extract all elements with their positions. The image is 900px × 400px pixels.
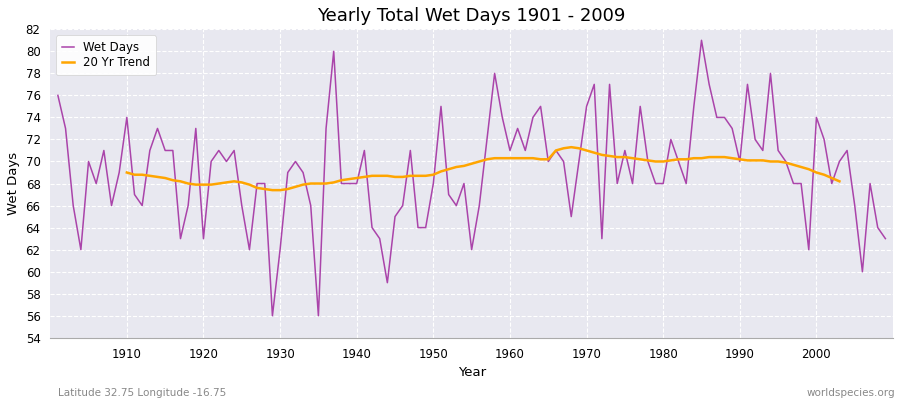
Wet Days (696, 38, 706, 43)
Wet Days (52, 93, 63, 98)
Wet Days (880, 236, 891, 241)
20 Yr Trend (673, 157, 684, 162)
20 Yr Trend (558, 146, 569, 151)
20 Yr Trend (428, 172, 438, 177)
20 Yr Trend (405, 174, 416, 178)
Wet Days (290, 159, 301, 164)
20 Yr Trend (566, 145, 577, 150)
20 Yr Trend (244, 182, 255, 187)
20 Yr Trend (313, 181, 324, 186)
Text: Latitude 32.75 Longitude -16.75: Latitude 32.75 Longitude -16.75 (58, 388, 227, 398)
Wet Days (113, 170, 124, 175)
Wet Days (267, 313, 278, 318)
X-axis label: Year: Year (457, 366, 486, 379)
Line: 20 Yr Trend: 20 Yr Trend (127, 147, 840, 190)
Wet Days (604, 82, 615, 87)
Wet Days (336, 181, 346, 186)
Wet Days (512, 126, 523, 131)
Y-axis label: Wet Days: Wet Days (7, 152, 20, 215)
20 Yr Trend (267, 188, 278, 192)
20 Yr Trend (834, 179, 845, 184)
20 Yr Trend (122, 170, 132, 175)
Line: Wet Days: Wet Days (58, 40, 886, 316)
Wet Days (505, 148, 516, 153)
Text: worldspecies.org: worldspecies.org (807, 388, 896, 398)
Legend: Wet Days, 20 Yr Trend: Wet Days, 20 Yr Trend (56, 35, 157, 75)
Title: Yearly Total Wet Days 1901 - 2009: Yearly Total Wet Days 1901 - 2009 (318, 7, 626, 25)
